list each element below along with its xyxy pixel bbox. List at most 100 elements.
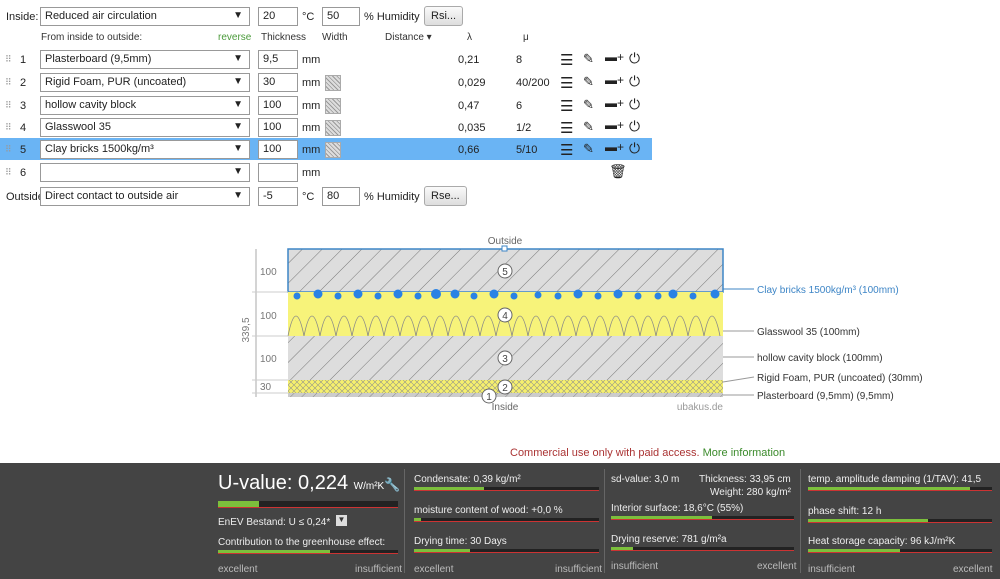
layer-material-select[interactable]: Plasterboard (9,5mm) ▼ bbox=[40, 50, 250, 69]
power-toggle-icon[interactable]: ⏻ bbox=[629, 96, 641, 112]
insert-layer-icon[interactable]: ▬+ bbox=[605, 50, 625, 64]
drag-handle-icon[interactable]: ⠿ bbox=[5, 54, 12, 64]
material-texture-icon[interactable] bbox=[325, 142, 341, 158]
layer-thickness-input[interactable]: 100 bbox=[258, 118, 298, 137]
label-plasterboard: Plasterboard (9,5mm) (9,5mm) bbox=[757, 391, 894, 402]
layer-material-select[interactable]: ▼ bbox=[40, 163, 250, 182]
inside-temp-unit: °C bbox=[302, 11, 315, 23]
inside-humidity-input[interactable]: 50 bbox=[322, 7, 360, 26]
inside-temp-input[interactable]: 20 bbox=[258, 7, 298, 26]
insert-layer-icon[interactable]: ▬+ bbox=[605, 96, 625, 110]
chevron-down-icon: ▼ bbox=[233, 99, 243, 110]
interior-surface-bar bbox=[611, 516, 794, 520]
drying-time-label: Drying time: 30 Days bbox=[414, 536, 507, 547]
scale-excellent: excellent bbox=[757, 561, 797, 572]
edit-pencil-icon[interactable]: ✎ bbox=[583, 119, 594, 134]
drag-handle-icon[interactable]: ⠿ bbox=[5, 77, 12, 87]
insert-layer-icon[interactable]: ▬+ bbox=[605, 73, 625, 87]
menu-icon[interactable]: ☰ bbox=[560, 98, 574, 115]
temp-damping-label: temp. amplitude damping (1/TAV): 41,5 bbox=[808, 474, 982, 485]
rsi-button[interactable]: Rsi... bbox=[424, 6, 464, 26]
layer-lambda: 0,035 bbox=[458, 122, 486, 134]
layer-mu: 40/200 bbox=[516, 77, 550, 89]
interior-surface-label: Interior surface: 18,6°C (55%) bbox=[611, 503, 744, 514]
drag-handle-icon[interactable]: ⠿ bbox=[5, 144, 12, 154]
layer-thickness-input[interactable]: 30 bbox=[258, 73, 298, 92]
chevron-down-icon: ▼ bbox=[233, 10, 243, 21]
layer-mu: 5/10 bbox=[516, 144, 538, 156]
edit-pencil-icon[interactable]: ✎ bbox=[583, 141, 594, 156]
layer-material-select[interactable]: Rigid Foam, PUR (uncoated) ▼ bbox=[40, 73, 250, 92]
weight-label: Weight: 280 kg/m² bbox=[710, 487, 791, 498]
layer-thickness-unit: mm bbox=[302, 100, 321, 112]
outside-temp-input[interactable]: -5 bbox=[258, 187, 298, 206]
distance-header[interactable]: Distance ▾ bbox=[385, 32, 432, 43]
layer-material-value: hollow cavity block bbox=[45, 99, 137, 111]
layer-number: 2 bbox=[20, 77, 27, 89]
material-texture-icon[interactable] bbox=[325, 120, 341, 136]
menu-icon[interactable]: ☰ bbox=[560, 75, 574, 92]
inside-marker: Inside bbox=[492, 402, 519, 413]
heat-storage-bar bbox=[808, 549, 992, 553]
wrench-icon[interactable]: 🔧 bbox=[384, 477, 401, 492]
mu-header: μ bbox=[523, 32, 529, 43]
layer-lambda: 0,47 bbox=[458, 100, 480, 112]
more-information-link[interactable]: More information bbox=[702, 447, 786, 459]
layer-material-select[interactable]: hollow cavity block ▼ bbox=[40, 96, 250, 115]
layer-lambda: 0,21 bbox=[458, 54, 480, 66]
layer-thickness-input[interactable]: 9,5 bbox=[258, 50, 298, 69]
insert-layer-icon[interactable]: ▬+ bbox=[605, 118, 625, 132]
moisture-label: moisture content of wood: +0,0 % bbox=[414, 505, 563, 516]
material-texture-icon[interactable] bbox=[325, 98, 341, 114]
layer-material-select[interactable]: Glasswool 35 ▼ bbox=[40, 118, 250, 137]
order-header: From inside to outside: bbox=[41, 32, 143, 43]
power-toggle-icon[interactable]: ⏻ bbox=[629, 118, 641, 134]
notice-text: Commercial use only with paid access. bbox=[510, 447, 700, 459]
edit-pencil-icon[interactable]: ✎ bbox=[583, 51, 594, 66]
commercial-notice: Commercial use only with paid access. Mo… bbox=[510, 447, 785, 459]
uvalue-value: 0,224 bbox=[298, 472, 349, 494]
menu-icon[interactable]: ☰ bbox=[560, 120, 574, 137]
svg-text:5: 5 bbox=[502, 267, 508, 278]
layer-thickness-input[interactable]: 100 bbox=[258, 140, 298, 159]
material-texture-icon[interactable] bbox=[325, 75, 341, 91]
outside-humidity-input[interactable]: 80 bbox=[322, 187, 360, 206]
chevron-down-icon: ▼ bbox=[233, 121, 243, 132]
reverse-link[interactable]: reverse bbox=[218, 32, 252, 43]
svg-text:1: 1 bbox=[486, 392, 492, 403]
chevron-down-icon: ▼ bbox=[233, 190, 243, 201]
power-toggle-icon[interactable]: ⏻ bbox=[629, 50, 641, 66]
menu-icon[interactable]: ☰ bbox=[560, 52, 574, 69]
power-toggle-icon[interactable]: ⏻ bbox=[629, 140, 641, 156]
scale-excellent: excellent bbox=[218, 564, 258, 575]
layer-material-select[interactable]: Clay bricks 1500kg/m³ ▼ bbox=[40, 140, 250, 159]
outside-condition-select[interactable]: Direct contact to outside air ▼ bbox=[40, 187, 250, 206]
lambda-header: λ bbox=[467, 32, 472, 43]
drag-handle-icon[interactable]: ⠿ bbox=[5, 167, 12, 177]
inside-condition-select[interactable]: Reduced air circulation ▼ bbox=[40, 7, 250, 26]
insert-layer-icon[interactable]: ▬+ bbox=[605, 140, 625, 154]
watermark: ubakus.de bbox=[677, 402, 724, 413]
power-toggle-icon[interactable]: ⏻ bbox=[629, 73, 641, 89]
trash-icon[interactable]: 🗑 bbox=[609, 163, 627, 179]
chevron-down-icon[interactable]: ▼ bbox=[336, 515, 347, 526]
scale-excellent: excellent bbox=[414, 564, 454, 575]
drying-reserve-label: Drying reserve: 781 g/m²a bbox=[611, 534, 727, 545]
results-panel: U-value: 0,224 W/m²K 🔧 EnEV Bestand: U ≤… bbox=[0, 463, 1000, 579]
menu-icon[interactable]: ☰ bbox=[560, 142, 574, 159]
sd-value-label: sd-value: 3,0 m bbox=[611, 474, 680, 485]
edit-pencil-icon[interactable]: ✎ bbox=[583, 97, 594, 112]
layer-material-value: Glasswool 35 bbox=[45, 121, 112, 133]
layer-mu: 8 bbox=[516, 54, 523, 66]
edit-pencil-icon[interactable]: ✎ bbox=[583, 74, 594, 89]
drag-handle-icon[interactable]: ⠿ bbox=[5, 122, 12, 132]
rse-button[interactable]: Rse... bbox=[424, 186, 467, 206]
chevron-down-icon: ▼ bbox=[233, 53, 243, 64]
drag-handle-icon[interactable]: ⠿ bbox=[5, 100, 12, 110]
layer-material-value: Clay bricks 1500kg/m³ bbox=[45, 143, 154, 155]
svg-text:4: 4 bbox=[502, 311, 508, 322]
uvalue-unit: W/m²K bbox=[353, 481, 385, 492]
layer-thickness-input[interactable] bbox=[258, 163, 298, 182]
layer-thickness-input[interactable]: 100 bbox=[258, 96, 298, 115]
layer-lambda: 0,029 bbox=[458, 77, 486, 89]
